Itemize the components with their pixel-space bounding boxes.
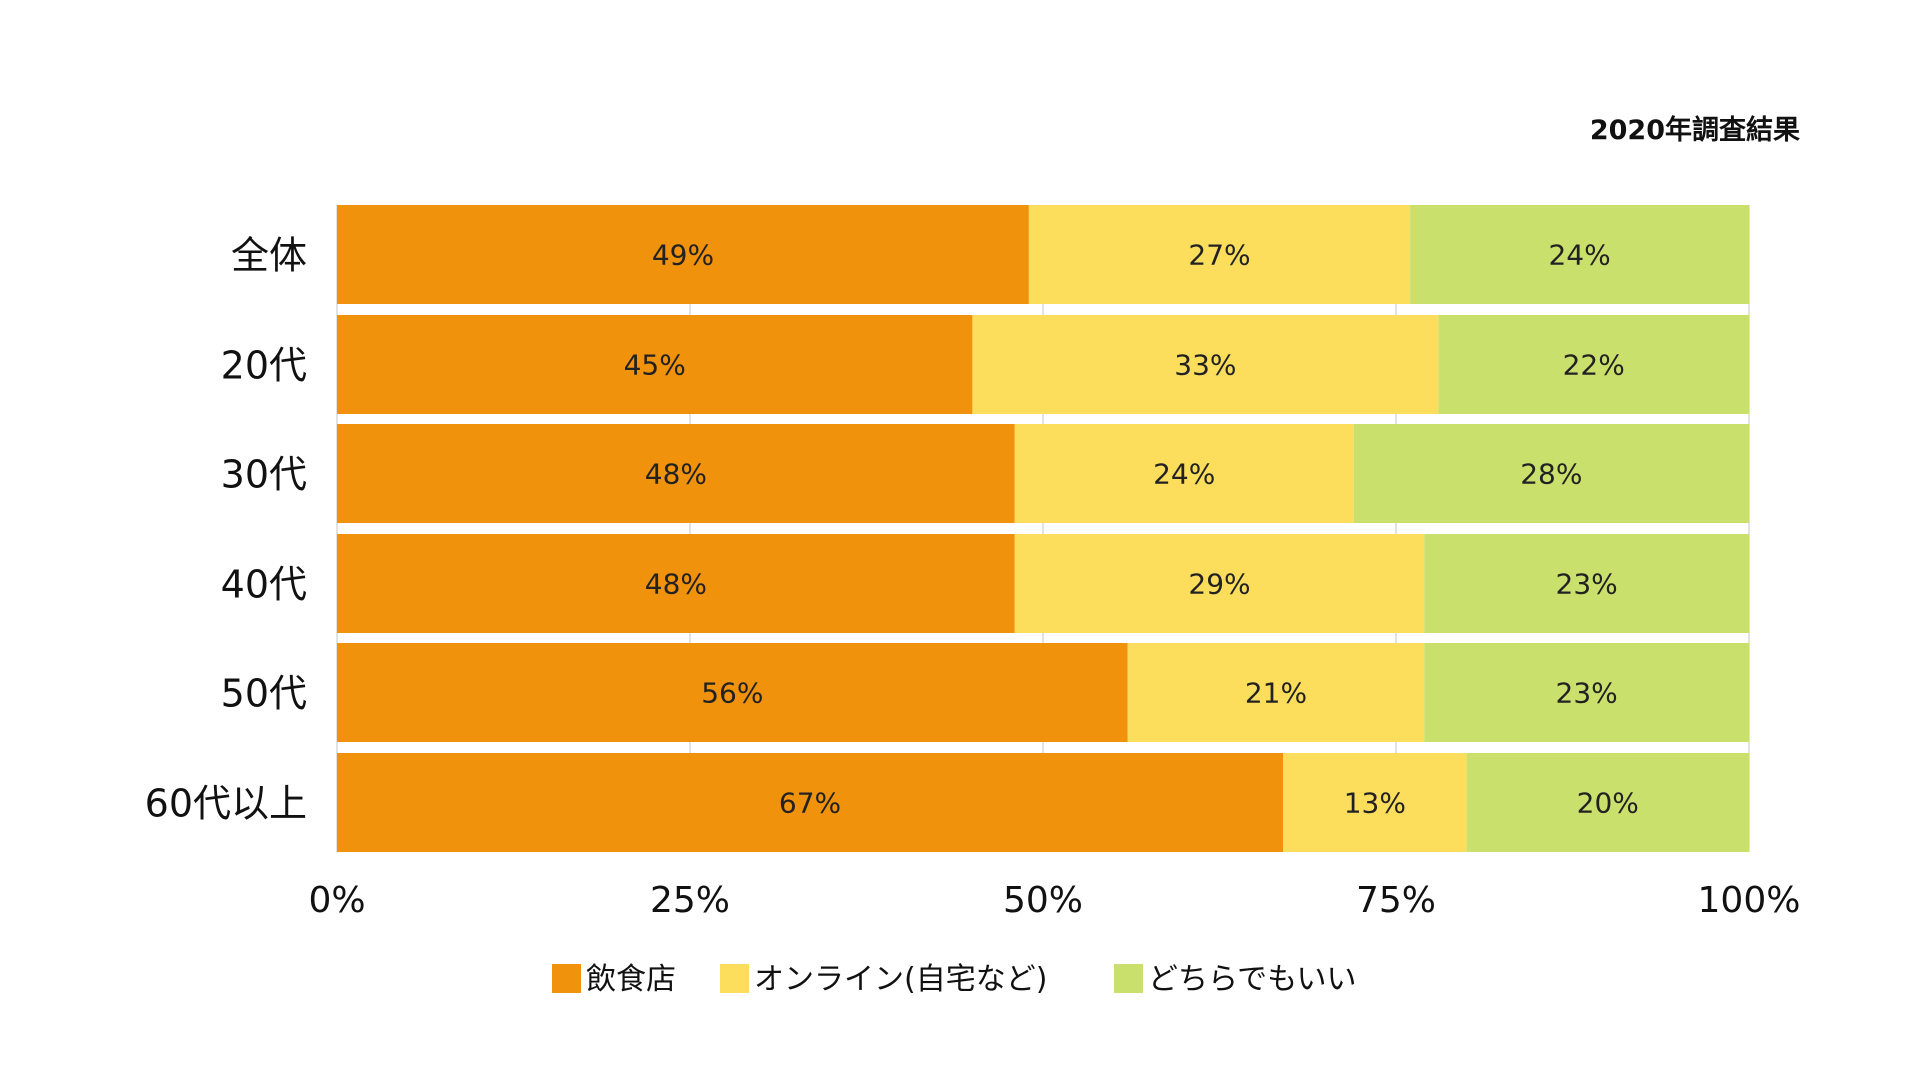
x-tick-label: 25% — [650, 880, 730, 921]
data-label: 49% — [652, 239, 714, 272]
bar-segment — [1028, 205, 1411, 304]
legend-label: 飲食店 — [586, 962, 676, 997]
bar-segment — [337, 753, 1284, 852]
category-labels: 全体 20代 30代 40代 50代 60代以上 — [145, 234, 307, 826]
data-label: 45% — [624, 349, 686, 382]
bar-segment — [337, 315, 973, 414]
bar-segment — [1424, 643, 1749, 742]
grid-lines — [336, 205, 1750, 852]
data-label: 24% — [1153, 458, 1215, 491]
data-label: 23% — [1556, 568, 1618, 601]
bar-segment — [972, 315, 1439, 414]
category-label: 40代 — [221, 563, 307, 607]
bar-segment — [1466, 753, 1749, 852]
data-label: 48% — [645, 458, 707, 491]
x-axis-ticks: 0% 25% 50% 75% 100% — [308, 880, 1800, 921]
bars — [337, 205, 1749, 852]
data-label: 21% — [1245, 677, 1307, 710]
bar-segment — [1410, 205, 1749, 304]
x-tick-label: 50% — [1003, 880, 1083, 921]
bar-segment — [1438, 315, 1749, 414]
category-label: 30代 — [221, 453, 307, 497]
bar-segment — [1014, 424, 1354, 523]
bar-segment — [1283, 753, 1467, 852]
category-label: 50代 — [221, 672, 307, 716]
bar-segment — [1353, 424, 1749, 523]
legend-swatch — [552, 964, 581, 993]
bar-segment — [337, 205, 1029, 304]
data-label: 20% — [1577, 787, 1639, 820]
data-label: 56% — [701, 677, 763, 710]
data-label: 22% — [1563, 349, 1625, 382]
x-tick-label: 75% — [1356, 880, 1436, 921]
bar-segment — [1424, 534, 1749, 633]
data-label: 67% — [779, 787, 841, 820]
data-label: 28% — [1520, 458, 1582, 491]
legend-label: どちらでもいい — [1148, 962, 1357, 997]
data-label: 29% — [1188, 568, 1250, 601]
data-labels: 49% 27% 24% 45% 33% 22% 48% 24% 28% 48% 29% 23% 56% 2… — [624, 239, 1639, 820]
bar-segment — [1014, 534, 1425, 633]
bar-segment — [337, 643, 1128, 742]
data-label: 24% — [1548, 239, 1610, 272]
category-label: 全体 — [231, 234, 307, 278]
data-label: 48% — [645, 568, 707, 601]
bar-segment — [337, 424, 1015, 523]
data-label: 23% — [1556, 677, 1618, 710]
data-label: 27% — [1188, 239, 1250, 272]
legend: 飲食店 オンライン(自宅など) どちらでもいい — [552, 962, 1357, 997]
chart-title: 2020年調査結果 — [1590, 114, 1800, 146]
data-label: 13% — [1344, 787, 1406, 820]
x-tick-label: 0% — [308, 880, 365, 921]
x-tick-label: 100% — [1698, 880, 1801, 921]
legend-label: オンライン(自宅など) — [754, 962, 1047, 997]
category-label: 20代 — [221, 344, 307, 388]
bar-segment — [337, 534, 1015, 633]
data-label: 33% — [1174, 349, 1236, 382]
bar-segment — [1127, 643, 1425, 742]
legend-swatch — [720, 964, 749, 993]
category-label: 60代以上 — [145, 782, 307, 826]
legend-swatch — [1114, 964, 1143, 993]
